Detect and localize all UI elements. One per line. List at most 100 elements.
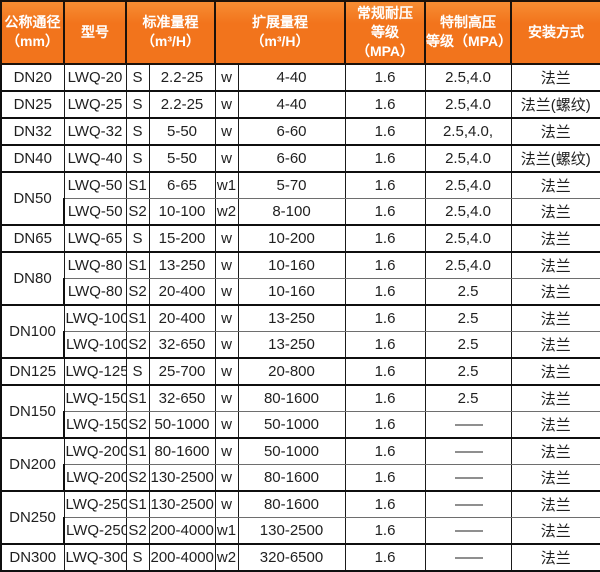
model-cell: LWQ-80 xyxy=(63,277,127,306)
w-grade-cell: w xyxy=(214,143,239,173)
w-grade-cell: w xyxy=(214,250,239,279)
table-row: DN20 LWQ-20 S 2.2-25 w 4-40 1.6 2.5,4.0 法兰 xyxy=(0,62,600,92)
s-grade-cell: S xyxy=(125,62,150,92)
ext-range-cell: 80-1600 xyxy=(237,383,346,412)
ext-range-cell: 4-40 xyxy=(237,62,346,92)
std-range-cell: 5-50 xyxy=(148,143,216,173)
w-grade-cell: w xyxy=(214,436,239,465)
ext-range-cell: 13-250 xyxy=(237,330,346,359)
ext-range-cell: 320-6500 xyxy=(237,542,346,572)
std-range-cell: 130-2500 xyxy=(148,489,216,518)
std-range-cell: 50-1000 xyxy=(148,410,216,439)
std-range-cell: 32-650 xyxy=(148,383,216,412)
model-cell: LWQ-125 xyxy=(63,356,127,386)
header-install: 安装方式 xyxy=(510,0,600,65)
model-cell: LWQ-250 xyxy=(63,489,127,518)
dn-cell: DN300 xyxy=(0,542,65,572)
dn-cell: DN100 xyxy=(0,303,65,359)
dn-cell: DN25 xyxy=(0,89,65,119)
normal-pressure-cell: 1.6 xyxy=(344,436,426,465)
model-cell: LWQ-65 xyxy=(63,223,127,253)
install-cell: 法兰 xyxy=(510,383,600,412)
install-cell: 法兰 xyxy=(510,356,600,386)
table-row: DN100 LWQ-100 S1 20-400 w 13-250 1.6 2.5 法兰 xyxy=(0,303,600,359)
install-cell: 法兰 xyxy=(510,303,600,332)
s-grade-cell: S2 xyxy=(125,197,150,226)
s-grade-cell: S1 xyxy=(125,489,150,518)
install-cell: 法兰 xyxy=(510,197,600,226)
w-grade-cell: w xyxy=(214,303,239,332)
high-pressure-cell: 2.5 xyxy=(424,330,512,359)
std-range-cell: 15-200 xyxy=(148,223,216,253)
model-cell: LWQ-200 xyxy=(63,463,127,492)
model-cell: LWQ-80 xyxy=(63,250,127,279)
dn-cell: DN65 xyxy=(0,223,65,253)
high-pressure-cell: 2.5,4.0 xyxy=(424,62,512,92)
table-row: LWQ-50 S2 10-100 w2 8-100 1.6 2.5,4.0 法兰 xyxy=(1,197,600,226)
s-grade-cell: S2 xyxy=(125,330,150,359)
dn-cell: DN80 xyxy=(0,250,65,306)
ext-range-cell: 80-1600 xyxy=(237,463,346,492)
ext-range-cell: 130-2500 xyxy=(237,516,346,545)
w-grade-cell: w xyxy=(214,223,239,253)
table-row: DN40 LWQ-40 S 5-50 w 6-60 1.6 2.5,4.0 法兰(螺纹) xyxy=(0,143,600,173)
s-grade-cell: S xyxy=(125,542,150,572)
dn-cell: DN50 xyxy=(0,170,65,226)
dn-cell: DN20 xyxy=(0,62,65,92)
table-row: DN50 LWQ-50 S1 6-65 w1 5-70 1.6 2.5,4.0 法兰 xyxy=(0,170,600,226)
std-range-cell: 32-650 xyxy=(148,330,216,359)
w-grade-cell: w2 xyxy=(214,197,239,226)
normal-pressure-cell: 1.6 xyxy=(344,277,426,306)
table-body: DN20 LWQ-20 S 2.2-25 w 4-40 1.6 2.5,4.0 法兰 DN25 LW… xyxy=(0,62,600,572)
dn-cell: DN125 xyxy=(0,356,65,386)
normal-pressure-cell: 1.6 xyxy=(344,356,426,386)
normal-pressure-cell: 1.6 xyxy=(344,250,426,279)
ext-range-cell: 8-100 xyxy=(237,197,346,226)
s-grade-cell: S xyxy=(125,143,150,173)
dn-cell: DN250 xyxy=(0,489,65,545)
s-grade-cell: S2 xyxy=(125,410,150,439)
install-cell: 法兰 xyxy=(510,436,600,465)
s-grade-cell: S xyxy=(125,223,150,253)
std-range-cell: 2.2-25 xyxy=(148,62,216,92)
std-range-cell: 2.2-25 xyxy=(148,89,216,119)
header-std-range: 标准量程 （m³/H） xyxy=(125,0,216,65)
install-cell: 法兰 xyxy=(510,463,600,492)
std-range-cell: 20-400 xyxy=(148,303,216,332)
std-range-cell: 6-65 xyxy=(148,170,216,199)
ext-range-cell: 50-1000 xyxy=(237,410,346,439)
high-pressure-cell: 2.5 xyxy=(424,277,512,306)
w-grade-cell: w xyxy=(214,89,239,119)
table-row: LWQ-200 S2 130-2500 w 80-1600 1.6 —— 法兰 xyxy=(1,463,600,492)
table-row: DN125 LWQ-125 S 25-700 w 20-800 1.6 2.5 法兰 xyxy=(0,356,600,386)
install-cell: 法兰 xyxy=(510,489,600,518)
model-cell: LWQ-32 xyxy=(63,116,127,146)
table-row: LWQ-250 S2 200-4000 w1 130-2500 1.6 —— 法兰 xyxy=(1,516,600,545)
w-grade-cell: w xyxy=(214,116,239,146)
normal-pressure-cell: 1.6 xyxy=(344,383,426,412)
s-grade-cell: S1 xyxy=(125,303,150,332)
table-row: DN32 LWQ-32 S 5-50 w 6-60 1.6 2.5,4.0, 法兰 xyxy=(0,116,600,146)
std-range-cell: 130-2500 xyxy=(148,463,216,492)
ext-range-cell: 13-250 xyxy=(237,303,346,332)
std-range-cell: 5-50 xyxy=(148,116,216,146)
w-grade-cell: w1 xyxy=(214,170,239,199)
install-cell: 法兰(螺纹) xyxy=(510,143,600,173)
s-grade-cell: S xyxy=(125,89,150,119)
table-row: DN200 LWQ-200 S1 80-1600 w 50-1000 1.6 —— 法兰 xyxy=(0,436,600,492)
ext-range-cell: 80-1600 xyxy=(237,489,346,518)
model-cell: LWQ-20 xyxy=(63,62,127,92)
high-pressure-cell: —— xyxy=(424,410,512,439)
model-cell: LWQ-200 xyxy=(63,436,127,465)
high-pressure-cell: 2.5,4.0 xyxy=(424,197,512,226)
w-grade-cell: w xyxy=(214,410,239,439)
install-cell: 法兰 xyxy=(510,516,600,545)
header-normal-pressure: 常规耐压 等级（MPA） xyxy=(344,0,426,65)
high-pressure-cell: 2.5,4.0 xyxy=(424,250,512,279)
header-high-pressure: 特制高压 等级（MPA） xyxy=(424,0,512,65)
w-grade-cell: w xyxy=(214,383,239,412)
header-model: 型号 xyxy=(63,0,127,65)
s-grade-cell: S1 xyxy=(125,170,150,199)
